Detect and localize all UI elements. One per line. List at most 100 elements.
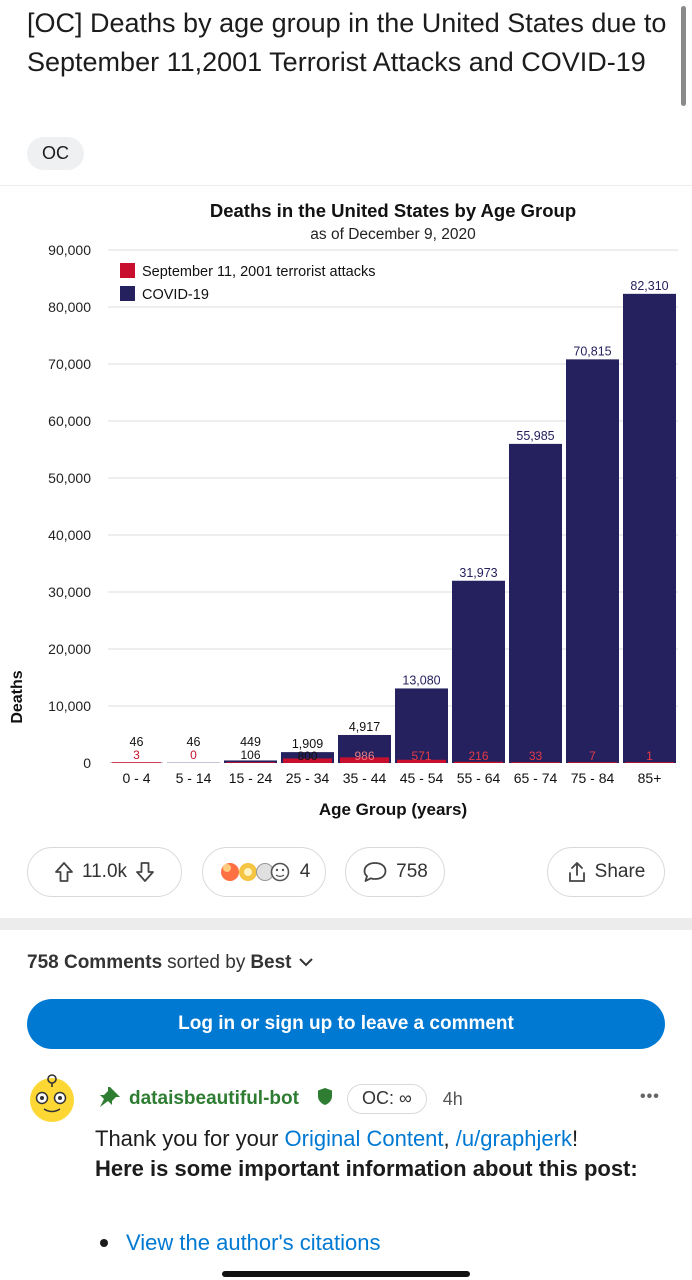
data-label-covid-19: 449 [240, 735, 261, 749]
data-label-september-11: 986 [354, 749, 374, 763]
y-tick-label: 60,000 [48, 413, 91, 429]
bullet-dot [100, 1239, 108, 1247]
comment-bold-text: Here is some important information about… [95, 1155, 638, 1181]
data-label-september-11: 7 [589, 749, 596, 763]
data-label-september-11: 33 [529, 749, 543, 763]
citations-list-item: View the author's citations [100, 1230, 381, 1256]
scroll-indicator [681, 6, 686, 106]
share-label: Share [594, 861, 646, 882]
data-label-covid-19: 55,985 [516, 429, 554, 443]
bar-covid-19 [394, 688, 449, 763]
x-tick-label: 75 - 84 [571, 770, 615, 786]
comment-body: Thank you for your Original Content, /u/… [95, 1124, 675, 1183]
data-label-september-11: 3 [133, 748, 140, 762]
vote-count: 11.0k [81, 861, 128, 882]
sorted-by-label: sorted by [167, 952, 246, 973]
comment-text-end: ! [571, 1126, 579, 1151]
legend-label: September 11, 2001 terrorist attacks [142, 264, 375, 280]
data-label-covid-19: 31,973 [459, 566, 497, 580]
y-tick-label: 30,000 [48, 584, 91, 600]
bar-september-11 [225, 762, 276, 763]
y-tick-label: 70,000 [48, 356, 91, 372]
original-content-link[interactable]: Original Content [284, 1126, 444, 1151]
bar-september-11 [453, 761, 504, 763]
data-label-covid-19: 70,815 [573, 344, 611, 358]
user-link[interactable]: /u/graphjerk [455, 1126, 572, 1151]
x-tick-label: 65 - 74 [514, 770, 558, 786]
x-axis-label: Age Group (years) [319, 800, 467, 819]
data-label-september-11: 106 [240, 748, 260, 762]
share-icon [567, 861, 587, 883]
x-tick-label: 25 - 34 [286, 770, 330, 786]
y-tick-label: 90,000 [48, 242, 91, 258]
data-label-september-11: 800 [297, 749, 317, 763]
post-title[interactable]: [OC] Deaths by age group in the United S… [27, 8, 667, 77]
y-tick-label: 50,000 [48, 470, 91, 486]
bar-september-11 [111, 762, 162, 763]
bar-chart: Deaths in the United States by Age Group… [9, 200, 678, 819]
x-tick-label: 45 - 54 [400, 770, 444, 786]
x-tick-label: 85+ [638, 770, 662, 786]
divider [0, 185, 692, 186]
bar-covid-19 [622, 293, 677, 763]
bar-september-11 [624, 762, 675, 763]
data-label-covid-19: 13,080 [402, 673, 440, 687]
downvote-icon[interactable] [135, 861, 155, 883]
user-flair-badge: OC: ∞ [346, 1084, 427, 1114]
award-icons [218, 859, 292, 885]
login-signup-button[interactable]: Log in or sign up to leave a comment [27, 999, 665, 1049]
data-label-september-11: 1 [646, 749, 653, 763]
pin-icon [95, 1084, 123, 1114]
y-tick-label: 10,000 [48, 698, 91, 714]
bar-september-11 [510, 762, 561, 763]
data-label-covid-19: 4,917 [349, 720, 380, 734]
more-options-icon[interactable]: ••• [640, 1088, 660, 1105]
comment-text-separator: , [443, 1126, 456, 1151]
x-tick-label: 5 - 14 [176, 770, 212, 786]
y-tick-label: 80,000 [48, 299, 91, 315]
data-label-september-11: 0 [190, 748, 197, 762]
legend-swatch [120, 263, 135, 278]
section-divider [0, 918, 692, 930]
comment-username[interactable]: dataisbeautiful-bot [129, 1088, 299, 1109]
bar-september-11 [339, 757, 390, 763]
x-tick-label: 15 - 24 [229, 770, 273, 786]
y-tick-label: 40,000 [48, 527, 91, 543]
comment-bubble-icon [362, 860, 388, 884]
chart-title: Deaths in the United States by Age Group [210, 200, 576, 221]
data-label-covid-19: 82,310 [630, 279, 668, 293]
chart-image[interactable]: Deaths in the United States by Age Group… [0, 190, 692, 830]
data-label-september-11: 571 [411, 749, 431, 763]
comments-sort-header[interactable]: 758 Comments sorted by Best [27, 952, 315, 974]
award-count: 4 [299, 861, 311, 882]
comments-count-label: 758 Comments [27, 952, 163, 973]
upvote-icon[interactable] [54, 861, 74, 883]
bar-covid-19 [280, 752, 335, 763]
post-flair[interactable]: OC [27, 137, 84, 170]
legend-swatch [120, 286, 135, 301]
comment-timestamp: 4h [442, 1088, 463, 1109]
data-label-covid-19: 46 [187, 735, 201, 749]
data-label-covid-19: 1,909 [292, 737, 323, 751]
bot-avatar[interactable] [24, 1072, 80, 1124]
bar-september-11 [396, 759, 447, 763]
home-indicator [222, 1271, 470, 1277]
bar-covid-19 [508, 443, 563, 763]
comment-text: Thank you for your [95, 1126, 285, 1151]
sort-value: Best [250, 952, 292, 973]
comment-count: 758 [396, 861, 428, 882]
bar-covid-19 [223, 760, 278, 763]
awards-button[interactable]: 4 [202, 847, 326, 897]
y-tick-label: 0 [83, 755, 91, 771]
data-label-september-11: 216 [468, 749, 488, 763]
vote-controls: 11.0k [27, 847, 182, 897]
comment-meta: dataisbeautiful-bot OC: ∞ 4h [95, 1084, 463, 1114]
author-citations-link[interactable]: View the author's citations [126, 1230, 381, 1255]
share-button[interactable]: Share [547, 847, 665, 897]
chart-subtitle: as of December 9, 2020 [310, 226, 476, 243]
y-tick-label: 20,000 [48, 641, 91, 657]
y-axis-label: Deaths [9, 670, 26, 723]
comments-button[interactable]: 758 [345, 847, 445, 897]
x-tick-label: 0 - 4 [122, 770, 150, 786]
bar-covid-19 [565, 359, 620, 763]
